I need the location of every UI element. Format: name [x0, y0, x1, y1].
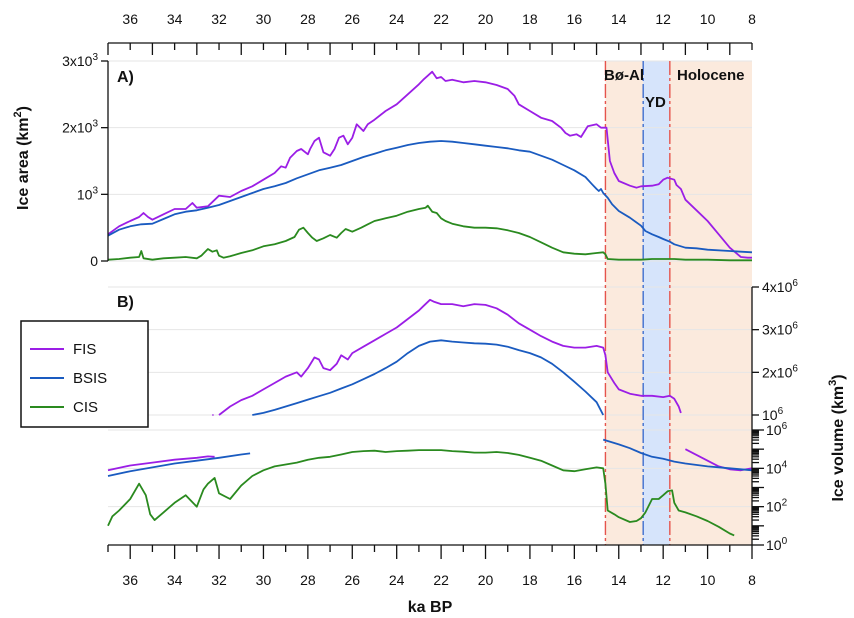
- series-line-a-fis: [107, 70, 752, 259]
- x-tick-label-bottom-26: 26: [344, 572, 360, 588]
- shade-band-0: [605, 61, 752, 545]
- series-line-b-lower-fis: [107, 448, 753, 472]
- y-tick-label-bu-1: 2x106: [762, 363, 798, 380]
- x-tick-label-bottom-34: 34: [167, 572, 183, 588]
- x-tick-label-top-30: 30: [256, 11, 272, 27]
- x-tick-label-top-32: 32: [211, 11, 227, 27]
- x-axis-title: ka BP: [408, 599, 453, 616]
- x-tick-label-top-18: 18: [522, 11, 538, 27]
- x-tick-label-top-26: 26: [344, 11, 360, 27]
- x-tick-label-top-22: 22: [433, 11, 449, 27]
- x-tick-label-bottom-16: 16: [567, 572, 583, 588]
- y-tick-label-bu-0: 106: [762, 406, 784, 423]
- y-tick-label-bu-3-base: 4x10: [762, 279, 793, 295]
- x-tick-label-bottom-20: 20: [478, 572, 494, 588]
- x-tick-label-top-28: 28: [300, 11, 316, 27]
- y-tick-label-a-0-base: 0: [90, 253, 98, 269]
- x-tick-label-top-34: 34: [167, 11, 183, 27]
- y-axis-title-volume-text: Ice volume (km: [830, 386, 847, 502]
- x-tick-label-top-24: 24: [389, 11, 405, 27]
- y-tick-label-bl-2: 104: [766, 459, 788, 476]
- y-axis-title-area: Ice area (km2): [12, 106, 32, 210]
- y-tick-label-bu-0-base: 10: [762, 407, 778, 423]
- y-tick-label-a-0: 0: [90, 253, 98, 269]
- y-axis-title-area-close: ): [15, 106, 32, 111]
- period-label-holocene: Holocene: [677, 67, 745, 84]
- y-tick-label-bl-1-exp: 2: [782, 498, 788, 509]
- period-shading: [605, 61, 752, 545]
- y-axis-title-volume-exp: 3: [827, 380, 839, 386]
- x-tick-label-top-12: 12: [655, 11, 671, 27]
- series-line-a-cis: [107, 204, 752, 262]
- y-tick-label-bu-1-exp: 6: [792, 363, 798, 374]
- y-tick-label-bu-0-exp: 6: [778, 406, 784, 417]
- y-tick-label-a-1-base: 10: [77, 186, 93, 202]
- legend: FIS BSIS CIS: [20, 320, 149, 428]
- x-tick-label-top-36: 36: [122, 11, 138, 27]
- y-tick-label-a-1-exp: 3: [92, 185, 98, 196]
- x-tick-label-bottom-30: 30: [256, 572, 272, 588]
- x-tick-label-bottom-32: 32: [211, 572, 227, 588]
- y-tick-label-a-2-base: 2x10: [62, 120, 93, 136]
- y-tick-label-bl-2-exp: 4: [782, 459, 788, 470]
- series-line-b-lower-cis: [107, 449, 735, 537]
- series-line-a-bsis: [107, 140, 753, 254]
- series-line-b-upper-fis: [212, 298, 682, 416]
- x-tick-label-bottom-36: 36: [122, 572, 138, 588]
- y-tick-label-a-3-base: 3x10: [62, 53, 93, 69]
- y-tick-label-bl-0-base: 10: [766, 537, 782, 553]
- y-axis-title-area-text: Ice area (km: [15, 117, 32, 210]
- x-tick-label-bottom-18: 18: [522, 572, 538, 588]
- x-tick-label-top-16: 16: [567, 11, 583, 27]
- y-tick-label-a-1: 103: [77, 185, 99, 202]
- x-tick-label-bottom-10: 10: [700, 572, 716, 588]
- x-tick-label-bottom-8: 8: [748, 572, 756, 588]
- y-tick-label-a-3-exp: 3: [92, 52, 98, 63]
- x-tick-label-top-20: 20: [478, 11, 494, 27]
- y-tick-label-bu-2-base: 3x10: [762, 322, 793, 338]
- period-label-younger-dryas: YD: [645, 94, 666, 111]
- series-line-b-upper-bsis: [252, 339, 605, 416]
- axes: 3636343432323030282826262424222220201818…: [62, 11, 798, 588]
- legend-box: [20, 320, 149, 428]
- y-tick-label-bu-1-base: 2x10: [762, 364, 793, 380]
- y-tick-label-bl-3-base: 10: [766, 422, 782, 438]
- y-tick-label-bl-0-exp: 0: [782, 536, 788, 547]
- legend-label-cis: CIS: [73, 399, 98, 416]
- series-line-b-lower-bsis: [107, 438, 753, 477]
- y-axis-title-area-exp: 2: [12, 111, 24, 117]
- panel-a-label: A): [117, 69, 134, 86]
- series-lines: [107, 70, 753, 537]
- y-tick-label-bl-1: 102: [766, 498, 788, 515]
- legend-label-fis: FIS: [73, 341, 96, 358]
- y-tick-label-bl-3-exp: 6: [782, 421, 788, 432]
- event-lines: [604, 61, 671, 545]
- x-tick-label-top-10: 10: [700, 11, 716, 27]
- y-tick-label-bu-2-exp: 6: [792, 321, 798, 332]
- x-tick-label-bottom-14: 14: [611, 572, 627, 588]
- x-tick-label-bottom-24: 24: [389, 572, 405, 588]
- x-tick-label-bottom-22: 22: [433, 572, 449, 588]
- y-tick-label-bl-3: 106: [766, 421, 788, 438]
- y-tick-label-a-3: 3x103: [62, 52, 98, 69]
- y-tick-label-bu-3: 4x106: [762, 278, 798, 295]
- period-label-bolling-allerod: Bø-Al: [604, 67, 644, 84]
- y-axis-title-volume-close: ): [830, 374, 847, 379]
- y-tick-label-bl-2-base: 10: [766, 460, 782, 476]
- y-axis-title-volume: Ice volume (km3): [827, 374, 847, 501]
- x-tick-label-top-8: 8: [748, 11, 756, 27]
- y-tick-label-bl-0: 100: [766, 536, 788, 553]
- y-tick-label-a-2: 2x103: [62, 119, 98, 136]
- legend-label-bsis: BSIS: [73, 370, 107, 387]
- shade-band-1: [643, 61, 670, 545]
- y-tick-label-bu-3-exp: 6: [792, 278, 798, 289]
- y-tick-label-bl-1-base: 10: [766, 499, 782, 515]
- x-tick-label-top-14: 14: [611, 11, 627, 27]
- y-tick-label-bu-2: 3x106: [762, 321, 798, 338]
- y-tick-label-a-2-exp: 3: [92, 119, 98, 130]
- x-tick-label-bottom-28: 28: [300, 572, 316, 588]
- x-tick-label-bottom-12: 12: [655, 572, 671, 588]
- panel-b-label: B): [117, 294, 134, 311]
